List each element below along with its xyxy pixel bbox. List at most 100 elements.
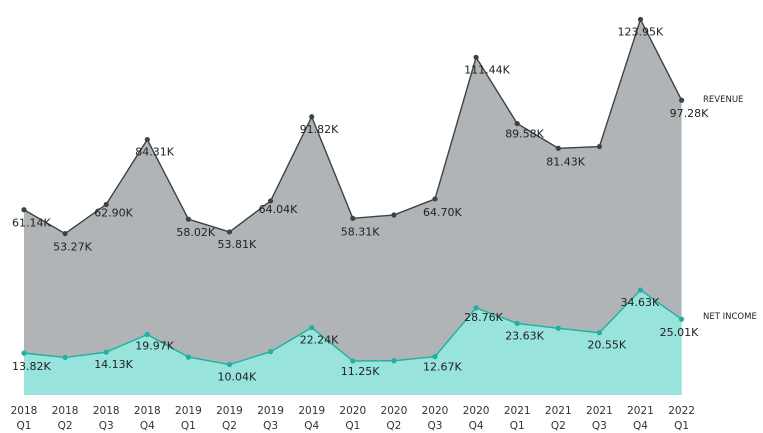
data-label: 53.81K: [218, 238, 257, 251]
x-tick-quarter: Q3: [428, 420, 443, 432]
x-tick-year: 2021: [504, 405, 531, 417]
data-point: [62, 354, 68, 361]
data-label: 28.76K: [464, 311, 503, 324]
data-point: [473, 54, 479, 60]
data-label: 64.04K: [259, 203, 298, 216]
x-tick-year: 2019: [298, 405, 325, 417]
data-point: [62, 230, 68, 237]
data-label: 89.58K: [505, 128, 544, 141]
data-point: [555, 145, 561, 151]
series-label: REVENUE: [703, 95, 743, 105]
x-tick-year: 2021: [586, 405, 613, 417]
data-point: [514, 320, 520, 327]
data-label: 34.63K: [621, 296, 660, 309]
data-label: 25.01K: [660, 326, 699, 339]
data-point: [432, 354, 438, 360]
data-label: 58.02K: [176, 226, 215, 239]
data-point: [391, 358, 397, 364]
data-point: [679, 316, 685, 322]
x-tick-quarter: Q3: [263, 420, 278, 432]
x-tick-quarter: Q3: [592, 420, 607, 432]
data-point: [144, 331, 150, 338]
x-tick-year: 2022: [668, 405, 695, 417]
data-point: [432, 196, 438, 202]
x-tick-quarter: Q1: [674, 420, 689, 432]
data-point: [21, 350, 27, 356]
data-point: [226, 361, 233, 368]
data-point: [350, 215, 356, 221]
data-label: 123.95K: [618, 25, 664, 38]
data-point: [514, 120, 520, 127]
x-tick-year: 2018: [52, 405, 79, 417]
data-point: [268, 349, 274, 355]
x-tick-year: 2020: [339, 405, 366, 417]
series-area-0: [24, 19, 682, 396]
data-label: 10.04K: [218, 371, 257, 384]
data-point: [226, 229, 233, 235]
data-label: 62.90K: [94, 206, 133, 219]
x-tick-year: 2020: [381, 405, 408, 417]
x-tick-quarter: Q4: [633, 420, 648, 432]
data-label: 91.82K: [300, 123, 339, 136]
x-tick-year: 2018: [93, 405, 120, 417]
x-tick-quarter: Q1: [345, 420, 360, 432]
data-point: [473, 305, 479, 311]
x-tick-quarter: Q2: [551, 420, 566, 432]
x-tick-year: 2021: [545, 405, 572, 417]
data-label: 58.31K: [341, 225, 380, 238]
x-tick-year: 2019: [175, 405, 202, 417]
x-tick-quarter: Q1: [17, 420, 32, 432]
data-point: [21, 207, 27, 213]
data-label: 23.63K: [505, 329, 544, 342]
data-point: [185, 354, 191, 360]
x-tick-quarter: Q2: [386, 420, 401, 432]
data-label: 84.31K: [135, 146, 174, 159]
x-tick-year: 2018: [134, 405, 161, 417]
data-label: 22.24K: [300, 334, 339, 347]
data-label: 19.97K: [135, 339, 174, 352]
data-point: [637, 287, 644, 293]
data-label: 97.28K: [670, 107, 709, 120]
series-area-1: [24, 290, 682, 395]
data-point: [555, 325, 561, 331]
data-point: [596, 330, 603, 336]
x-tick-quarter: Q1: [510, 420, 525, 432]
data-point: [637, 16, 644, 23]
data-label: 81.43K: [546, 155, 585, 168]
data-point: [391, 212, 397, 218]
data-point: [309, 114, 315, 120]
x-tick-year: 2019: [216, 405, 243, 417]
data-label: 11.25K: [341, 365, 380, 378]
data-label: 53.27K: [53, 241, 92, 254]
data-point: [350, 358, 356, 364]
x-tick-quarter: Q4: [140, 420, 155, 432]
data-point: [103, 349, 109, 355]
data-label: 111.44K: [464, 63, 510, 76]
x-tick-year: 2020: [422, 405, 449, 417]
x-tick-quarter: Q3: [99, 420, 114, 432]
x-tick-quarter: Q4: [304, 420, 319, 432]
x-tick-year: 2019: [257, 405, 284, 417]
x-tick-quarter: Q2: [58, 420, 73, 432]
data-label: 64.70K: [423, 206, 462, 219]
x-tick-year: 2021: [627, 405, 654, 417]
data-point: [596, 143, 603, 150]
data-point: [103, 201, 109, 208]
data-point: [268, 198, 274, 204]
data-point: [309, 325, 315, 331]
x-tick-year: 2020: [463, 405, 490, 417]
x-tick-quarter: Q4: [469, 420, 484, 432]
data-label: 61.14K: [12, 217, 51, 230]
x-tick-quarter: Q2: [222, 420, 237, 432]
data-label: 20.55K: [587, 339, 626, 352]
series-label: NET INCOME: [703, 312, 757, 322]
x-tick-quarter: Q1: [181, 420, 196, 432]
data-point: [185, 216, 191, 222]
data-label: 12.67K: [423, 361, 462, 374]
data-point: [679, 97, 685, 103]
data-label: 13.82K: [12, 360, 51, 373]
data-label: 14.13K: [94, 358, 133, 371]
x-tick-year: 2018: [11, 405, 38, 417]
